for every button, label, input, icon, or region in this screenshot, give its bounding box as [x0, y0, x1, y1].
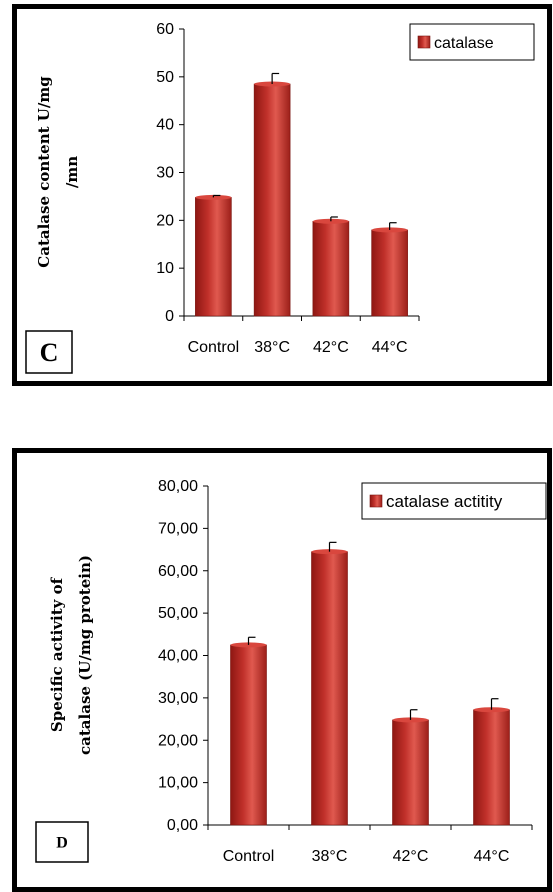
legend-box	[409, 23, 535, 61]
bar	[253, 83, 291, 317]
y-tick-label: 10	[156, 260, 174, 277]
panel-label-box	[35, 821, 89, 863]
y-tick-label: 40,00	[158, 648, 198, 665]
y-tick-label: 80,00	[158, 478, 198, 495]
x-tick-label: 42°C	[393, 848, 429, 865]
panel-label-box	[25, 330, 73, 374]
legend-swatch	[369, 494, 383, 508]
y-axis-label-line: Catalase content U/mg	[35, 76, 53, 268]
bar	[312, 220, 350, 317]
legend-box	[361, 482, 547, 520]
bar	[311, 551, 348, 826]
bar-top-cap	[311, 549, 348, 555]
y-axis-label: Catalase content U/mg/mn	[35, 76, 81, 268]
x-tick-label: 38°C	[312, 848, 348, 865]
y-tick-label: 60	[156, 21, 174, 38]
legend-label: catalase actitity	[386, 492, 503, 511]
y-tick-label: 70,00	[158, 520, 198, 537]
x-tick-label: 42°C	[313, 339, 349, 356]
panel-label: D	[56, 835, 68, 852]
bar-top-cap	[392, 717, 429, 723]
chart-d: 0,00 10,00 20,00 30,00 40,00 50,00 60,00 70,00 8…	[35, 478, 547, 865]
bar	[371, 229, 408, 317]
y-axis-label-line: catalase (U/mg protein)	[76, 555, 94, 755]
x-tick-label: Control	[223, 848, 275, 865]
y-tick-label: 30,00	[158, 690, 198, 707]
y-axis-label-line: Specific activity of	[48, 576, 66, 732]
y-tick-label: 30	[156, 165, 174, 182]
bar	[230, 644, 267, 826]
y-tick-label: 50,00	[158, 605, 198, 622]
y-tick-label: 0	[165, 308, 174, 325]
legend-swatch	[417, 35, 431, 49]
x-tick-label: Control	[188, 339, 240, 356]
bar	[195, 197, 232, 317]
y-tick-label: 60,00	[158, 563, 198, 580]
x-tick-label: 38°C	[254, 339, 290, 356]
bar	[473, 709, 510, 826]
y-tick-label: 20	[156, 212, 174, 229]
y-axis-label-line: /mn	[63, 156, 81, 188]
y-tick-label: 0,00	[167, 817, 198, 834]
chart-panel-d: 0,00 10,00 20,00 30,00 40,00 50,00 60,00 70,00 8…	[12, 448, 552, 892]
y-axis-label: Specific activity of catalase (U/mg prote…	[48, 555, 94, 755]
y-tick-label: 50	[156, 69, 174, 86]
panel-label: C	[40, 338, 59, 367]
bar	[392, 719, 429, 826]
chart-c: 0 10 20 30 40 50 60 Control 38°C 42°C 44°C Catalase…	[25, 21, 535, 374]
legend-label: catalase	[434, 35, 494, 52]
y-tick-label: 20,00	[158, 732, 198, 749]
chart-panel-c: 0 10 20 30 40 50 60 Control 38°C 42°C 44°C Catalase…	[12, 4, 552, 386]
y-tick-label: 10,00	[158, 775, 198, 792]
x-tick-label: 44°C	[372, 339, 408, 356]
x-tick-label: 44°C	[474, 848, 510, 865]
y-tick-label: 40	[156, 117, 174, 134]
